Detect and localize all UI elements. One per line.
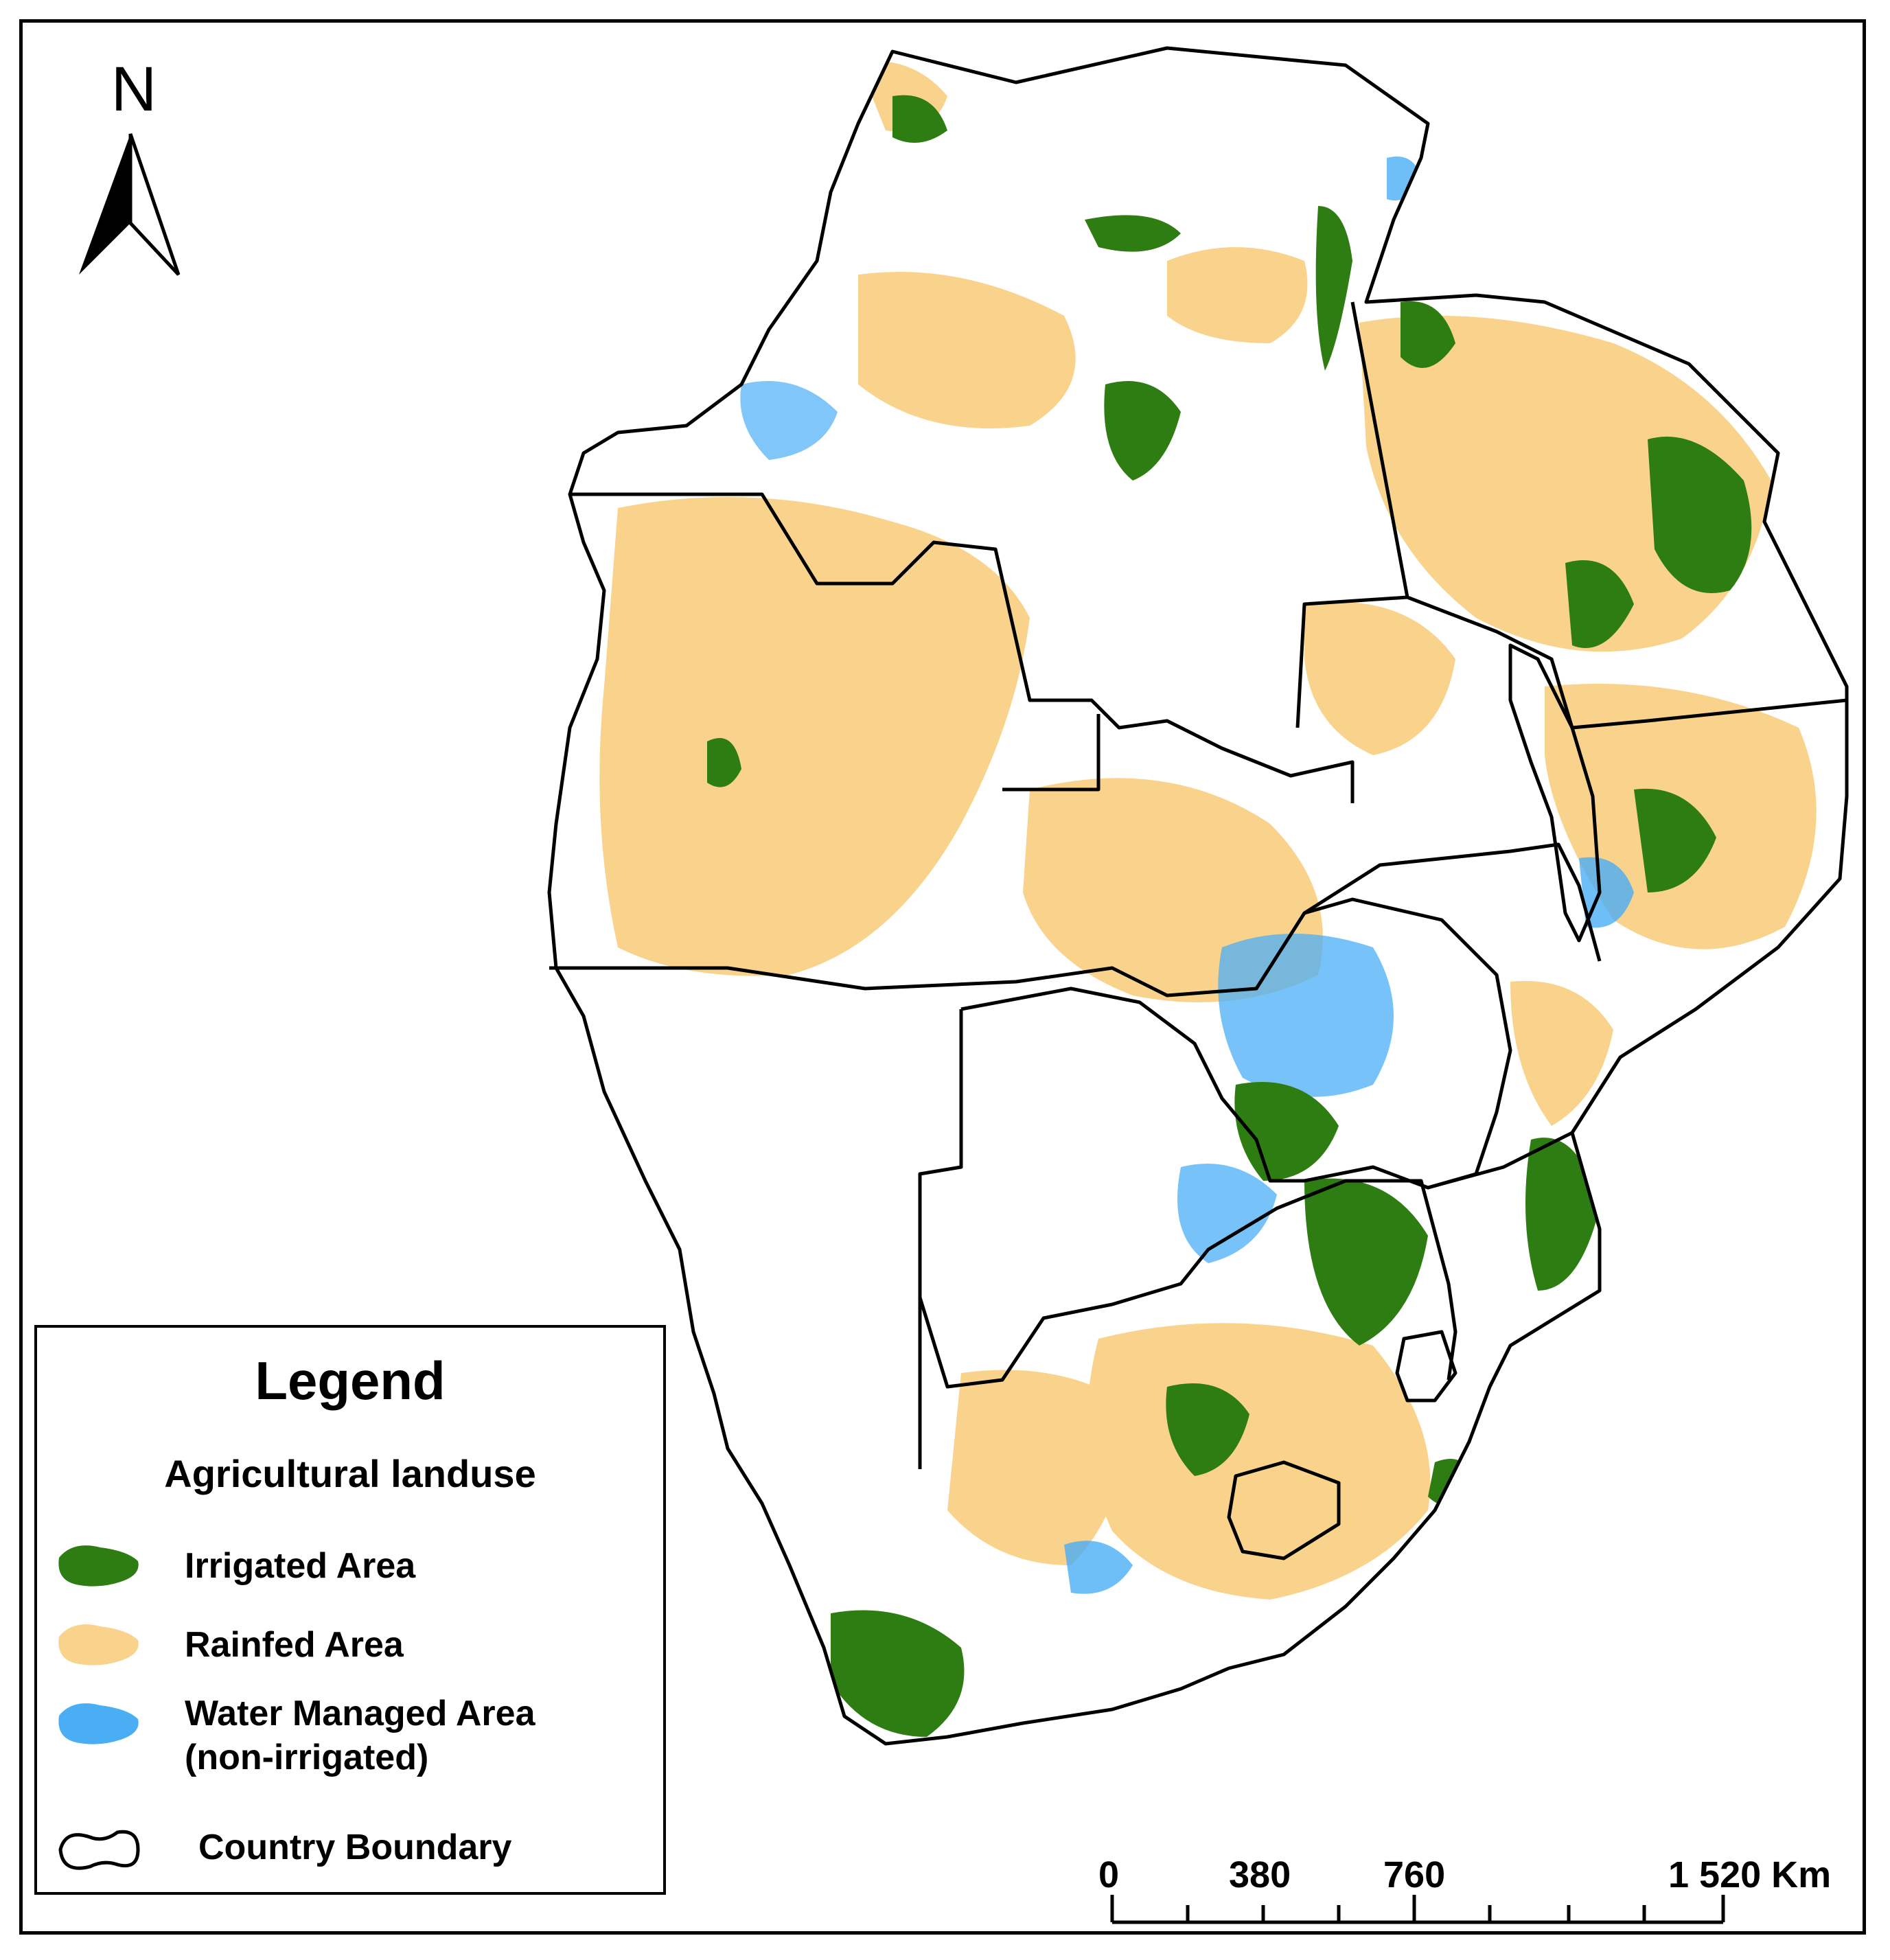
- legend-label-water-managed-line1: Water Managed Area: [185, 1694, 535, 1733]
- north-arrow-right-half: [128, 133, 181, 276]
- country-boundary-swatch-icon: [58, 1830, 140, 1870]
- boundary-line: [918, 1179, 1457, 1389]
- scale-bar: [1110, 1895, 1725, 1924]
- boundary-line: [549, 842, 1602, 998]
- legend-label-irrigated: Irrigated Area: [185, 1546, 416, 1586]
- north-label: N: [111, 54, 157, 124]
- outer-boundary: [547, 46, 1849, 1746]
- boundary-line: [1295, 301, 1409, 728]
- lesotho-boundary: [1227, 1460, 1341, 1560]
- boundary-line: [1427, 1131, 1574, 1190]
- legend-subtitle: Agricultural landuse: [164, 1452, 536, 1495]
- north-arrow: [79, 133, 181, 276]
- legend-label-rainfed: Rainfed Area: [185, 1625, 404, 1665]
- water-managed-swatch-icon: [58, 1703, 139, 1744]
- legend-label-country-boundary: Country Boundary: [198, 1828, 512, 1867]
- legend-label-water-managed-line2: (non-irrigated): [185, 1738, 429, 1777]
- malawi-boundary: [1508, 643, 1602, 943]
- irrigated-areas: [707, 95, 1752, 1737]
- north-arrow-left-half: [79, 134, 130, 275]
- boundary-line: [960, 897, 1512, 1190]
- scale-label-760: 760: [1383, 1854, 1446, 1895]
- boundary-line: [1002, 714, 1100, 792]
- boundary-line: [1407, 595, 1847, 730]
- scale-label-0: 0: [1098, 1854, 1120, 1895]
- scale-label-1520: 1 520 Km: [1668, 1854, 1832, 1895]
- boundary-line: [918, 1009, 963, 1469]
- country-boundaries: [547, 46, 1849, 1746]
- legend: Legend Agricultural landuse Irrigated Ar…: [34, 1325, 666, 1895]
- rainfed-swatch-icon: [58, 1624, 139, 1665]
- irrigated-swatch-icon: [58, 1545, 139, 1587]
- swaziland-boundary: [1395, 1330, 1457, 1403]
- boundary-line: [570, 492, 1355, 803]
- legend-title: Legend: [255, 1350, 446, 1411]
- landuse-layer: [599, 60, 1817, 1737]
- scale-label-380: 380: [1229, 1854, 1291, 1895]
- legend-label-water-managed: Water Managed Area (non-irrigated): [185, 1692, 535, 1779]
